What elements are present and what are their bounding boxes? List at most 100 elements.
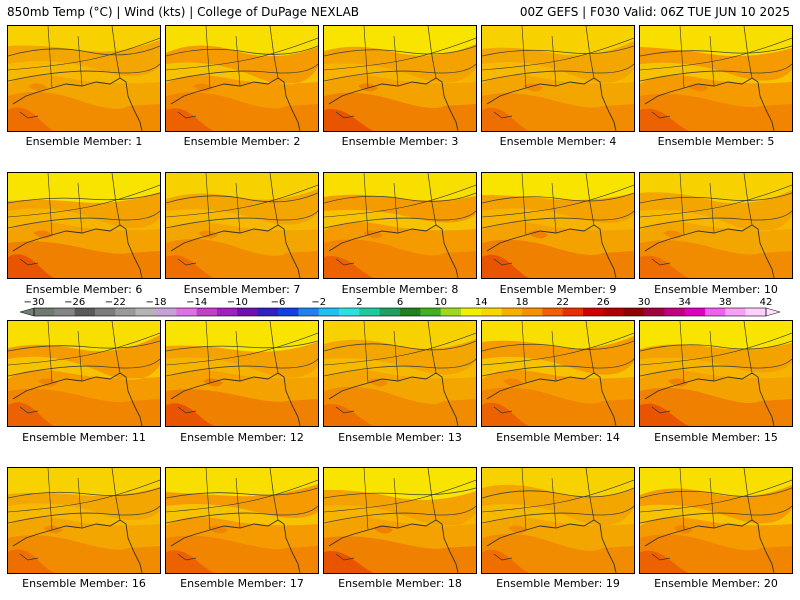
- temperature-map: [8, 173, 160, 278]
- member-caption: Ensemble Member: 15: [654, 431, 778, 444]
- map-panel: [481, 172, 635, 279]
- colorbar-segment: [684, 308, 706, 316]
- colorbar-tick-label: 2: [356, 297, 363, 308]
- member-caption: Ensemble Member: 7: [183, 283, 301, 296]
- colorbar-segment: [135, 308, 157, 316]
- temperature-map: [324, 321, 476, 426]
- map-panel: [323, 25, 477, 132]
- temperature-map: [640, 173, 792, 278]
- colorbar-segment: [318, 308, 340, 316]
- colorbar-segment: [217, 308, 238, 316]
- colorbar-segment: [278, 308, 299, 316]
- colorbar-segment: [725, 308, 747, 316]
- member-caption: Ensemble Member: 20: [654, 577, 778, 590]
- member-caption: Ensemble Member: 13: [338, 431, 462, 444]
- colorbar-tick-label: 22: [556, 297, 570, 308]
- member-caption: Ensemble Member: 18: [338, 577, 462, 590]
- member-caption: Ensemble Member: 9: [499, 283, 617, 296]
- map-panel: [7, 467, 161, 574]
- colorbar-segment: [705, 308, 726, 316]
- member-caption: Ensemble Member: 4: [499, 135, 617, 148]
- colorbar-segment: [562, 308, 584, 316]
- member-caption: Ensemble Member: 17: [180, 577, 304, 590]
- colorbar-tick-label: 34: [678, 297, 692, 308]
- colorbar-segment: [400, 308, 421, 316]
- map-panel: [165, 25, 319, 132]
- colorbar-segment: [481, 308, 503, 316]
- temperature-map: [482, 468, 634, 573]
- map-panel: [639, 172, 793, 279]
- map-panel: [7, 25, 161, 132]
- colorbar-segment: [440, 308, 462, 316]
- colorbar-tick-label: −18: [145, 297, 167, 308]
- member-caption: Ensemble Member: 14: [496, 431, 620, 444]
- colorbar-left-arrow: [19, 307, 35, 317]
- colorbar-tick-label: −30: [23, 297, 45, 308]
- member-caption: Ensemble Member: 12: [180, 431, 304, 444]
- temperature-map: [482, 26, 634, 131]
- colorbar-tick-label: −14: [186, 297, 208, 308]
- colorbar-tick-label: −6: [270, 297, 286, 308]
- temperature-map: [640, 468, 792, 573]
- temperature-map: [640, 321, 792, 426]
- member-caption: Ensemble Member: 6: [25, 283, 143, 296]
- colorbar-tick-label: 14: [474, 297, 488, 308]
- temperature-map: [324, 26, 476, 131]
- map-panel: [165, 467, 319, 574]
- colorbar-segment: [623, 308, 645, 316]
- temperature-map: [166, 173, 318, 278]
- member-caption: Ensemble Member: 16: [22, 577, 146, 590]
- colorbar-tick-label: 18: [515, 297, 529, 308]
- header: 850mb Temp (°C) | Wind (kts) | College o…: [0, 0, 800, 22]
- colorbar-tick-label: 38: [718, 297, 732, 308]
- colorbar-segment: [196, 308, 218, 316]
- colorbar-tick-label: 10: [434, 297, 448, 308]
- colorbar-segment: [298, 308, 320, 316]
- temperature-map: [166, 468, 318, 573]
- colorbar-segment: [379, 308, 401, 316]
- colorbar-segment: [95, 308, 116, 316]
- temperature-map: [324, 468, 476, 573]
- colorbar-tick-label: 26: [596, 297, 610, 308]
- colorbar-segment: [74, 308, 96, 316]
- member-caption: Ensemble Member: 19: [496, 577, 620, 590]
- map-panel: [639, 25, 793, 132]
- temperature-map: [166, 321, 318, 426]
- colorbar-segment: [237, 308, 259, 316]
- colorbar-tick-label: 30: [637, 297, 651, 308]
- colorbar-segment: [257, 308, 279, 316]
- colorbar-segment: [156, 308, 177, 316]
- member-caption: Ensemble Member: 2: [183, 135, 301, 148]
- colorbar-tick-label: −2: [311, 297, 327, 308]
- title-right: 00Z GEFS | F030 Valid: 06Z TUE JUN 10 20…: [519, 5, 790, 19]
- colorbar-segment: [34, 308, 55, 316]
- colorbar-segment: [522, 308, 543, 316]
- colorbar-segment: [583, 308, 604, 316]
- map-panel: [323, 467, 477, 574]
- map-panel: [481, 467, 635, 574]
- colorbar: [0, 296, 800, 318]
- colorbar-segment: [176, 308, 198, 316]
- colorbar-segment: [339, 308, 360, 316]
- map-panel: [639, 467, 793, 574]
- temperature-map: [324, 173, 476, 278]
- temperature-map: [8, 468, 160, 573]
- colorbar-tick-label: 6: [396, 297, 404, 308]
- colorbar-segment: [501, 308, 523, 316]
- member-caption: Ensemble Member: 10: [654, 283, 778, 296]
- colorbar-right-arrow: [765, 307, 781, 317]
- map-panel: [481, 320, 635, 427]
- member-caption: Ensemble Member: 5: [657, 135, 775, 148]
- colorbar-segment: [664, 308, 686, 316]
- member-caption: Ensemble Member: 8: [341, 283, 459, 296]
- colorbar-segment: [745, 308, 767, 316]
- map-panel: [165, 172, 319, 279]
- colorbar-segment: [420, 308, 442, 316]
- colorbar-graphic: [19, 307, 781, 317]
- map-panel: [323, 320, 477, 427]
- colorbar-tick-label: 42: [759, 297, 773, 308]
- map-panel: [323, 172, 477, 279]
- colorbar-segment: [644, 308, 665, 316]
- map-panel: [7, 172, 161, 279]
- map-panel: [481, 25, 635, 132]
